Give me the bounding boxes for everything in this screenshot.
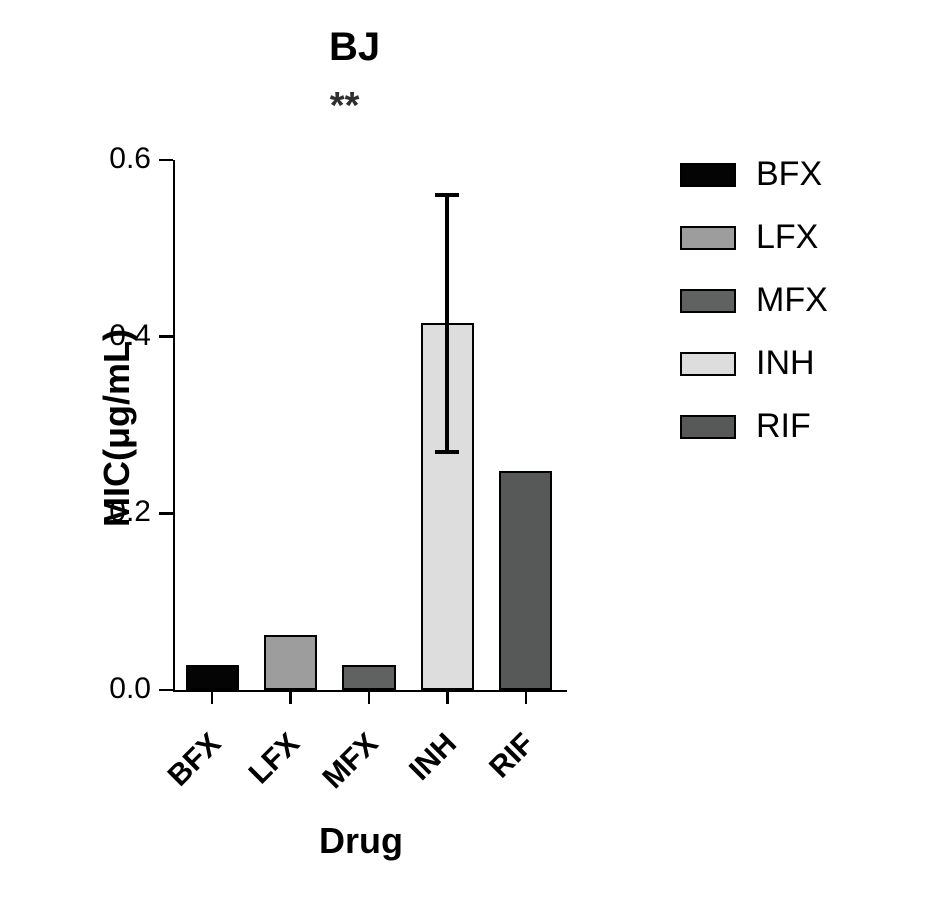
errorbar-line <box>445 195 449 451</box>
significance-annotation: ** <box>330 85 360 128</box>
legend-label: RIF <box>756 407 811 446</box>
bar-lfx <box>264 635 317 690</box>
y-tick-mark <box>159 689 173 692</box>
x-tick-label: INH <box>403 727 464 788</box>
legend: BFX LFX MFX INH RIF <box>680 155 828 470</box>
y-tick-label: 0.2 <box>109 495 151 529</box>
legend-label: INH <box>756 344 815 383</box>
x-tick-label: LFX <box>243 727 307 791</box>
chart-canvas: BJ ** MIC(μg/mL) Drug BFXLFXMFXINHRIF 0.… <box>0 0 934 911</box>
x-tick-mark <box>289 690 292 704</box>
x-axis-label: Drug <box>319 820 403 862</box>
legend-item-inh: INH <box>680 344 828 383</box>
x-tick-mark <box>446 690 449 704</box>
errorbar-cap <box>435 193 459 197</box>
chart-title: BJ <box>329 25 380 70</box>
y-tick-mark <box>159 512 173 515</box>
legend-label: BFX <box>756 155 822 194</box>
legend-swatch <box>680 226 736 250</box>
bar-mfx <box>342 665 395 690</box>
legend-item-mfx: MFX <box>680 281 828 320</box>
x-tick-mark <box>211 690 214 704</box>
legend-label: LFX <box>756 218 818 257</box>
y-tick-label: 0.6 <box>109 142 151 176</box>
y-tick-mark <box>159 335 173 338</box>
legend-swatch <box>680 163 736 187</box>
bar-bfx <box>186 665 239 690</box>
x-tick-label: BFX <box>162 727 228 793</box>
legend-swatch <box>680 352 736 376</box>
x-tick-label: MFX <box>316 727 385 796</box>
legend-swatch <box>680 289 736 313</box>
x-tick-label: RIF <box>484 727 542 785</box>
x-tick-mark <box>525 690 528 704</box>
bar-rif <box>499 471 552 690</box>
y-tick-label: 0.0 <box>109 672 151 706</box>
x-tick-mark <box>368 690 371 704</box>
legend-label: MFX <box>756 281 828 320</box>
y-tick-label: 0.4 <box>109 319 151 353</box>
y-tick-mark <box>159 159 173 162</box>
legend-item-lfx: LFX <box>680 218 828 257</box>
errorbar-cap <box>435 450 459 454</box>
legend-item-rif: RIF <box>680 407 828 446</box>
legend-item-bfx: BFX <box>680 155 828 194</box>
legend-swatch <box>680 415 736 439</box>
